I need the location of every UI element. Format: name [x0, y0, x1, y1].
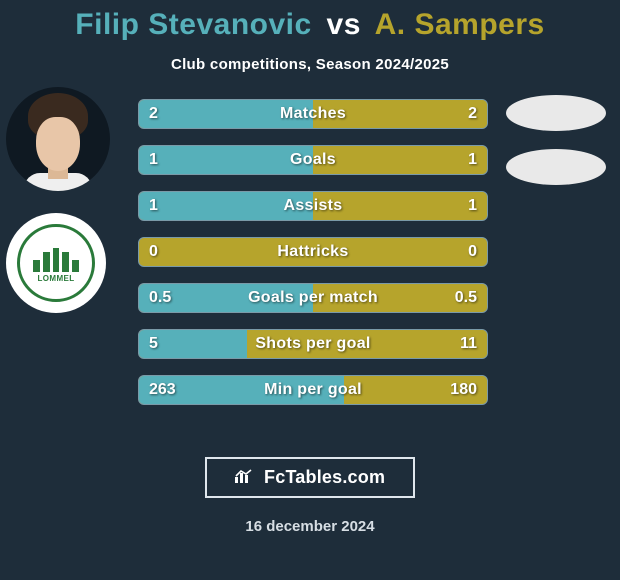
stat-label: Goals: [139, 146, 487, 174]
club-badge-text: LOMMEL: [37, 274, 74, 283]
stat-label: Min per goal: [139, 376, 487, 404]
page-title: Filip Stevanovic vs A. Sampers: [0, 8, 620, 42]
stat-row: 263180Min per goal: [138, 375, 488, 405]
subtitle: Club competitions, Season 2024/2025: [0, 56, 620, 73]
title-vs: vs: [327, 8, 361, 41]
stat-row: 511Shots per goal: [138, 329, 488, 359]
footer: FcTables.com 16 december 2024: [0, 457, 620, 535]
left-avatars: LOMMEL: [6, 87, 126, 313]
stat-label: Goals per match: [139, 284, 487, 312]
chart-icon: [235, 467, 258, 487]
stat-row: 0.50.5Goals per match: [138, 283, 488, 313]
player1-name: Filip Stevanovic: [75, 8, 311, 41]
stat-row: 11Assists: [138, 191, 488, 221]
player2-club-placeholder: [506, 149, 606, 185]
stat-label: Shots per goal: [139, 330, 487, 358]
brand-box: FcTables.com: [205, 457, 415, 498]
player1-avatar: [6, 87, 110, 191]
stat-label: Matches: [139, 100, 487, 128]
club-badge-inner: LOMMEL: [17, 224, 95, 302]
brand-text: FcTables.com: [264, 467, 385, 487]
stat-label: Assists: [139, 192, 487, 220]
stat-row: 22Matches: [138, 99, 488, 129]
right-badges: [486, 95, 606, 203]
player2-name: A. Sampers: [375, 8, 545, 41]
comparison-card: Filip Stevanovic vs A. Sampers Club comp…: [0, 0, 620, 580]
stat-bars: 22Matches 11Goals 11Assists 00Hattricks 0.50…: [138, 99, 488, 421]
club-badge: LOMMEL: [6, 213, 106, 313]
club-badge-stripes: [33, 248, 79, 272]
date-text: 16 december 2024: [0, 518, 620, 535]
player2-avatar-placeholder: [506, 95, 606, 131]
stat-label: Hattricks: [139, 238, 487, 266]
stat-row: 00Hattricks: [138, 237, 488, 267]
stat-row: 11Goals: [138, 145, 488, 175]
main-area: LOMMEL 22Matches 11Goals 11Assists 00Hattri…: [0, 99, 620, 419]
